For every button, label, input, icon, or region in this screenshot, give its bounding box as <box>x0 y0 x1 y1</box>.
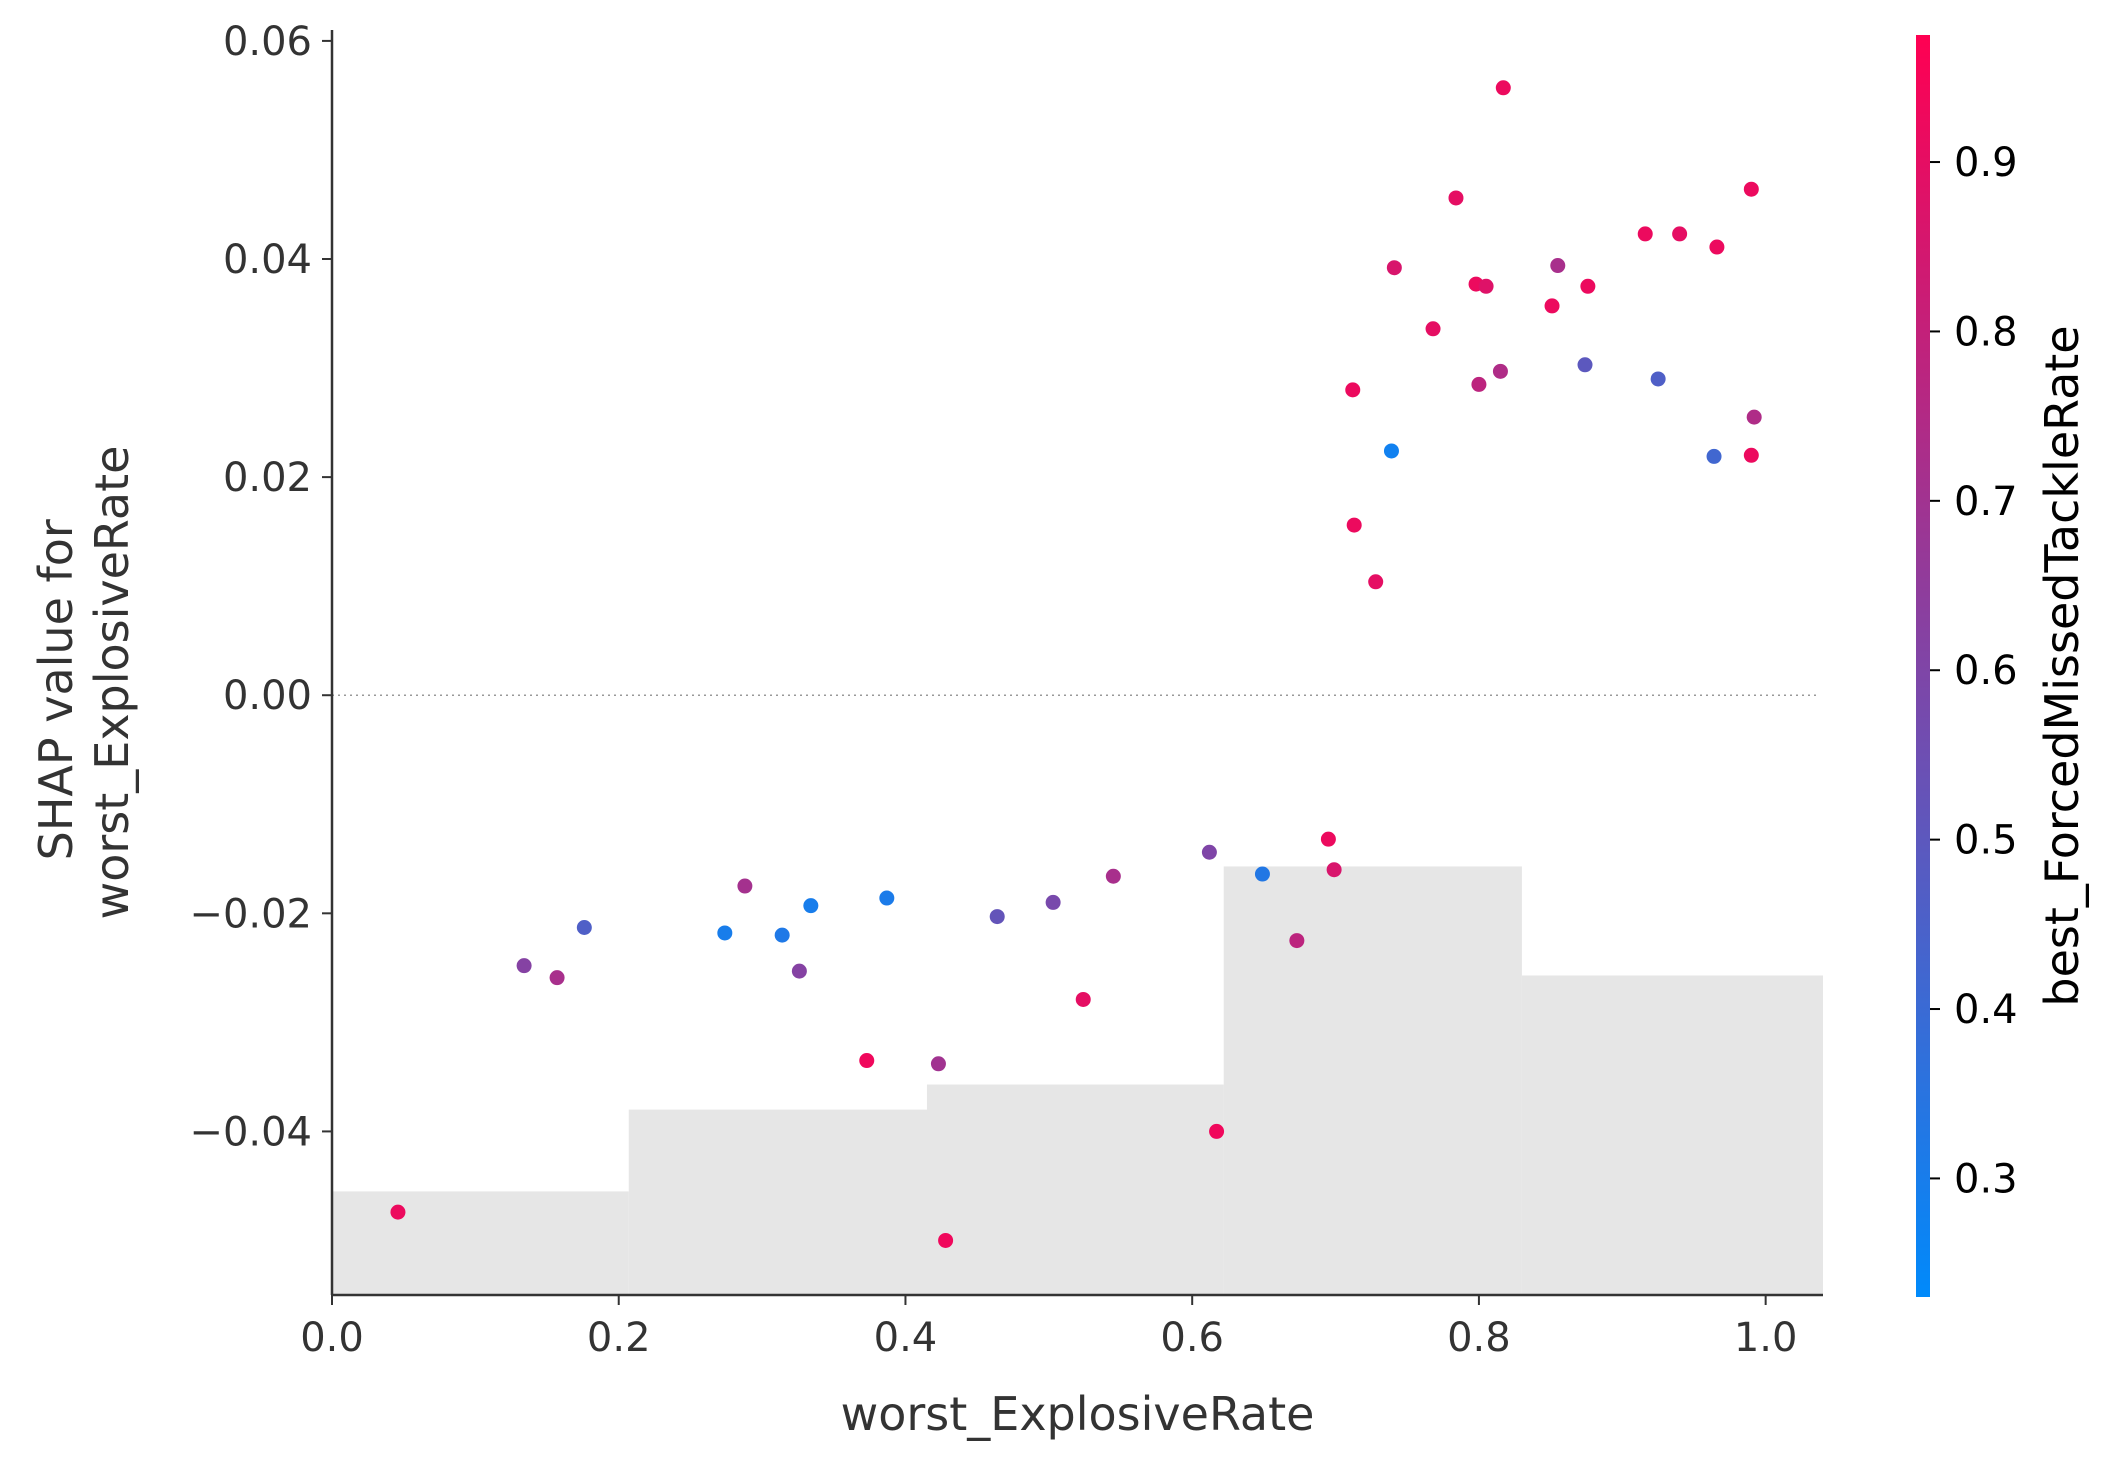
scatter-point-37 <box>1550 258 1566 274</box>
scatter-point-14 <box>989 909 1005 925</box>
colorbar-gradient <box>1916 35 1930 1297</box>
scatter-point-33 <box>1478 278 1494 294</box>
colorbar-tick-label: 0.3 <box>1954 1156 2018 1202</box>
scatter-point-1 <box>390 1204 406 1220</box>
x-axis-title: worst_ExplosiveRate <box>841 1387 1315 1441</box>
colorbar-title: best_ForcedMissedTackleRate <box>2035 325 2089 1006</box>
scatter-point-22 <box>1320 831 1336 847</box>
scatter-point-40 <box>1637 226 1653 242</box>
y-tick-label: 0.00 <box>223 673 312 719</box>
scatter-points <box>390 80 1762 1248</box>
scatter-point-13 <box>938 1232 954 1248</box>
y-tick-label: 0.06 <box>223 19 312 65</box>
scatter-point-45 <box>1743 181 1759 197</box>
x-tick-label: 0.0 <box>300 1315 364 1361</box>
x-tick-label: 0.6 <box>1160 1315 1224 1361</box>
colorbar-tick-label: 0.4 <box>1954 987 2018 1033</box>
scatter-point-35 <box>1495 80 1511 96</box>
scatter-point-2 <box>516 958 532 974</box>
scatter-point-41 <box>1650 371 1666 387</box>
scatter-point-42 <box>1672 226 1688 242</box>
scatter-point-30 <box>1448 190 1464 206</box>
scatter-point-24 <box>1345 382 1361 398</box>
scatter-point-25 <box>1346 517 1362 533</box>
x-tick-label: 1.0 <box>1734 1315 1798 1361</box>
colorbar-tick-label: 0.5 <box>1954 818 2018 864</box>
y-axis-title-line-1: SHAP value for <box>29 519 83 860</box>
scatter-point-12 <box>930 1056 946 1072</box>
scatter-point-17 <box>1105 868 1121 884</box>
histogram-background <box>332 866 1823 1295</box>
y-axis-title-line-2: worst_ExplosiveRate <box>85 446 139 920</box>
scatter-point-18 <box>1201 844 1217 860</box>
scatter-point-28 <box>1386 260 1402 276</box>
scatter-point-9 <box>803 898 819 914</box>
scatter-point-47 <box>1746 409 1762 425</box>
y-tick-label: −0.02 <box>189 891 312 937</box>
scatter-point-44 <box>1709 239 1725 255</box>
scatter-point-29 <box>1425 321 1441 337</box>
scatter-point-11 <box>879 890 895 906</box>
scatter-point-10 <box>859 1053 875 1069</box>
scatter-point-21 <box>1289 933 1305 949</box>
histogram-bin-3 <box>926 1084 1224 1295</box>
scatter-point-3 <box>549 970 565 986</box>
colorbar-tick-label: 0.8 <box>1954 309 2018 355</box>
colorbar-tick-label: 0.7 <box>1954 479 2018 525</box>
histogram-bin-1 <box>332 1191 629 1295</box>
scatter-point-39 <box>1580 278 1596 294</box>
scatter-point-20 <box>1254 866 1270 882</box>
colorbar-tick-label: 0.9 <box>1954 140 2018 186</box>
scatter-point-36 <box>1544 298 1560 314</box>
scatter-point-4 <box>576 919 592 935</box>
scatter-point-27 <box>1383 443 1399 459</box>
y-tick-label: 0.02 <box>223 455 312 501</box>
scatter-point-16 <box>1075 991 1091 1007</box>
y-axis-title: SHAP value for worst_ExplosiveRate <box>29 446 139 920</box>
scatter-point-46 <box>1743 447 1759 463</box>
colorbar-tick-label: 0.6 <box>1954 648 2018 694</box>
scatter-point-19 <box>1209 1123 1225 1139</box>
scatter-point-6 <box>737 878 753 894</box>
scatter-point-8 <box>791 963 807 979</box>
y-tick-label: 0.04 <box>223 237 312 283</box>
scatter-point-15 <box>1045 894 1061 910</box>
scatter-point-7 <box>774 927 790 943</box>
x-tick-label: 0.8 <box>1447 1315 1511 1361</box>
scatter-point-43 <box>1706 448 1722 464</box>
scatter-point-32 <box>1471 376 1487 392</box>
histogram-bin-5 <box>1521 975 1823 1295</box>
scatter-point-23 <box>1326 862 1342 878</box>
scatter-point-34 <box>1492 363 1508 379</box>
x-tick-label: 0.4 <box>874 1315 938 1361</box>
x-tick-label: 0.2 <box>587 1315 651 1361</box>
scatter-point-38 <box>1577 357 1593 373</box>
axes: 0.0 0.2 0.4 0.6 0.8 1.0 −0.04 −0.02 0.00 0.02 0.04… <box>189 19 1823 1361</box>
scatter-point-26 <box>1368 574 1384 590</box>
y-tick-label: −0.04 <box>189 1109 312 1155</box>
colorbar: 0.3 0.4 0.5 0.6 0.7 0.8 0.9 <box>1916 35 2018 1297</box>
histogram-bin-2 <box>628 1109 927 1295</box>
histogram-bin-4 <box>1223 866 1522 1295</box>
scatter-point-5 <box>717 925 733 941</box>
